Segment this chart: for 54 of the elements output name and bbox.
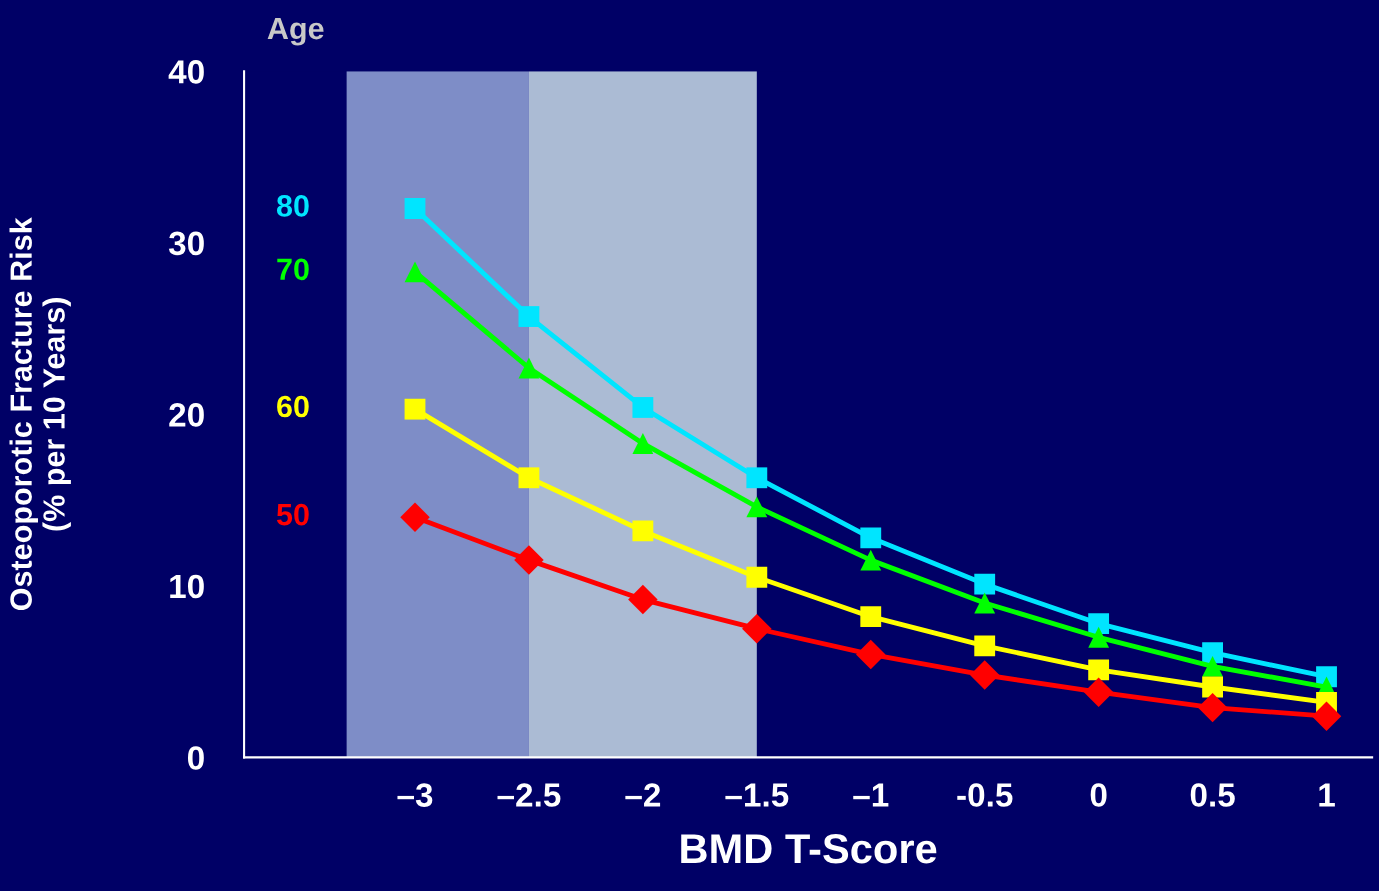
point [974,573,996,595]
x-tick-label: 1 [1319,783,1335,807]
point [860,527,882,549]
text: 50 [276,503,309,526]
point [860,606,882,628]
point [632,433,654,454]
point [1197,692,1228,723]
point [969,660,1000,690]
point [632,520,654,542]
text: 60 [277,395,309,418]
point [1088,626,1110,648]
y-tick-label: 20 [169,403,204,427]
point [746,496,768,518]
point [404,398,426,420]
y-tick-label: 0 [187,746,204,770]
point [404,198,426,219]
x-tick-label: 0 [1090,783,1107,807]
point [1202,656,1223,677]
point [518,467,540,489]
point [1311,701,1342,731]
point [400,502,430,532]
y-tick-label: 30 [168,231,204,256]
y-tick-label: 10 [170,574,204,599]
y-axis-title: Osteoporotic Fracture Risk (% per 10 Years) [9,217,71,611]
point [628,584,658,615]
point [404,261,426,283]
point [746,566,768,588]
y-tick-label: 40 [168,60,204,84]
point [974,635,996,657]
point [974,592,996,614]
point [860,549,882,571]
text: 70 [277,258,309,281]
point [518,357,540,379]
x-tick-label: –1 [853,783,889,807]
x-tick-label: 0.5 [1190,783,1235,807]
legend-title: Age [267,18,324,46]
point [632,397,654,418]
text: 80 [276,195,309,217]
point [514,545,544,575]
point [1202,676,1223,698]
x-tick-label: -0.5 [957,783,1013,807]
x-tick-label: –1.5 [725,783,789,807]
point [1088,613,1110,634]
point [746,467,768,489]
x-tick-label: –2 [625,783,661,807]
x-tick-label: –3 [397,783,433,807]
point [856,639,886,670]
x-axis-title: BMD T-Score [681,833,937,864]
point [518,306,540,327]
point [742,613,772,644]
x-tick-label: –2.5 [497,783,561,807]
point [1083,677,1114,707]
point [1202,642,1223,664]
point [1088,659,1110,681]
